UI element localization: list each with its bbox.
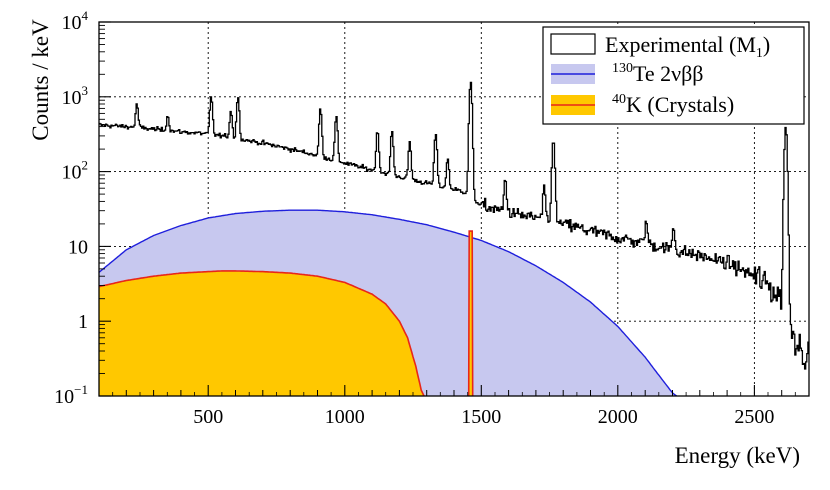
x-tick-label: 1000: [325, 406, 365, 428]
x-axis-label: Energy (keV): [675, 443, 800, 468]
y-tick-label: 103: [62, 83, 89, 109]
y-axis-label: Counts / keV: [28, 19, 53, 141]
axis-ticks: 500 1000 1500 2000 2500 10−1 1 10 102 103 104: [54, 8, 796, 428]
y-tick-label: 102: [62, 158, 89, 184]
legend: Experimental (M1) 130Te 2νββ 40K (Crysta…: [542, 26, 805, 125]
legend-experimental-swatch: [550, 33, 596, 55]
x-tick-label: 2500: [734, 406, 774, 428]
k40-gamma-line-area: [468, 231, 473, 396]
y-tick-label: 104: [62, 8, 89, 34]
y-tick-label: 10: [68, 236, 88, 258]
x-tick-label: 2000: [598, 406, 638, 428]
x-tick-label: 500: [193, 406, 223, 428]
legend-experimental-label: Experimental (M1): [605, 32, 770, 61]
y-tick-label: 10−1: [54, 382, 88, 408]
experimental-spectrum-line: [99, 81, 809, 370]
k40-gamma-line-outline: [467, 230, 474, 396]
y-tick-label: 1: [78, 311, 88, 333]
legend-te130-label: 130Te 2νββ: [612, 61, 704, 86]
x-tick-label: 1500: [461, 406, 501, 428]
te130-2vbb-line: [99, 209, 678, 396]
k40-crystals-line: [99, 270, 425, 396]
legend-k40-label: 40K (Crystals): [612, 92, 734, 117]
k40-crystals-area: [99, 270, 424, 396]
